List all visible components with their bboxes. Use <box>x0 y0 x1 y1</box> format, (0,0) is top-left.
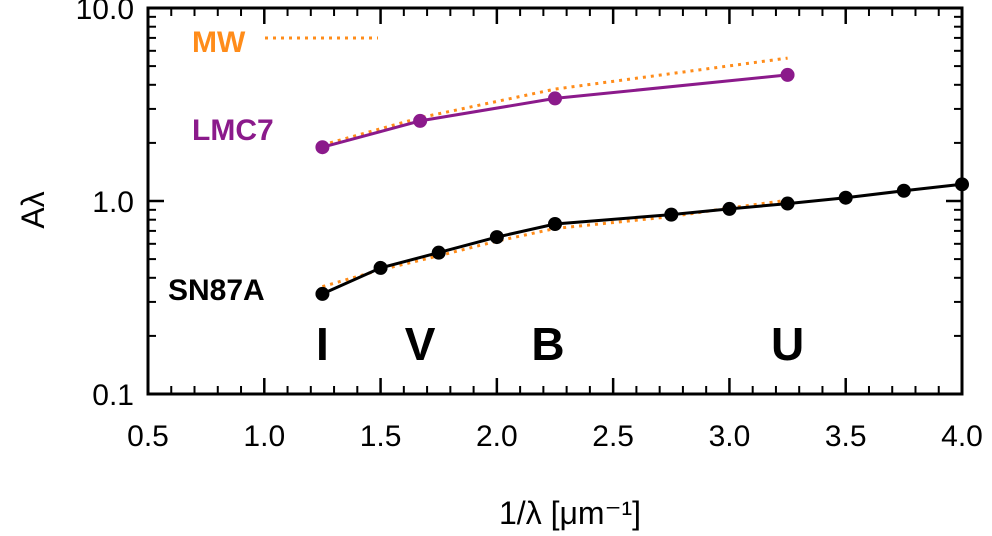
band-label-b: B <box>531 318 564 370</box>
series-line <box>321 182 963 296</box>
x-tick-label: 0.5 <box>127 420 169 453</box>
data-point <box>489 230 504 245</box>
x-tick-label: 1.5 <box>360 420 402 453</box>
data-point <box>664 207 679 222</box>
series-line <box>322 73 788 149</box>
data-point <box>548 217 562 232</box>
x-tick-label: 1.0 <box>243 420 285 453</box>
series-mw-3 <box>321 56 788 147</box>
data-point <box>315 140 330 155</box>
data-point <box>838 190 853 205</box>
data-point <box>896 183 911 198</box>
data-point <box>413 113 428 128</box>
y-axis: 0.1 1.0 10.0 <box>76 0 962 412</box>
y-tick-label: 10.0 <box>76 0 134 26</box>
data-point <box>315 286 330 301</box>
band-label-v: V <box>405 318 436 370</box>
x-tick-label: 4.0 <box>941 420 983 453</box>
x-tick-label: 3.0 <box>709 420 751 453</box>
data-point <box>780 196 795 211</box>
series-line <box>321 198 788 289</box>
y-tick-label: 0.1 <box>92 379 134 412</box>
data-point <box>780 67 795 82</box>
x-axis-title: 1/λ [μm⁻¹] <box>499 495 641 531</box>
data-point <box>373 260 388 275</box>
band-label-u: U <box>771 318 804 370</box>
series-mw-1 <box>321 198 788 289</box>
legend-label-mw: MW <box>192 26 246 59</box>
x-tick-label: 3.5 <box>825 420 867 453</box>
series-sn87a-0 <box>315 177 969 301</box>
series-layer <box>315 56 969 301</box>
data-point <box>431 245 446 260</box>
series-lmc7-2 <box>315 67 795 155</box>
data-point <box>548 91 562 106</box>
legend-label-sn87a: SN87A <box>168 274 265 307</box>
legend-label-lmc7: LMC7 <box>192 114 274 147</box>
x-axis: 0.5 1.0 1.5 2.0 2.5 3.0 3.5 4.0 <box>127 8 983 453</box>
series-line <box>321 56 788 147</box>
x-tick-label: 2.5 <box>592 420 634 453</box>
data-point <box>722 201 737 216</box>
y-axis-title: Aλ <box>15 191 51 228</box>
legend: MW LMC7 SN87A <box>168 26 378 307</box>
data-point <box>955 177 969 192</box>
band-label-i: I <box>316 318 329 370</box>
y-tick-label: 1.0 <box>92 186 134 219</box>
x-tick-label: 2.0 <box>476 420 518 453</box>
